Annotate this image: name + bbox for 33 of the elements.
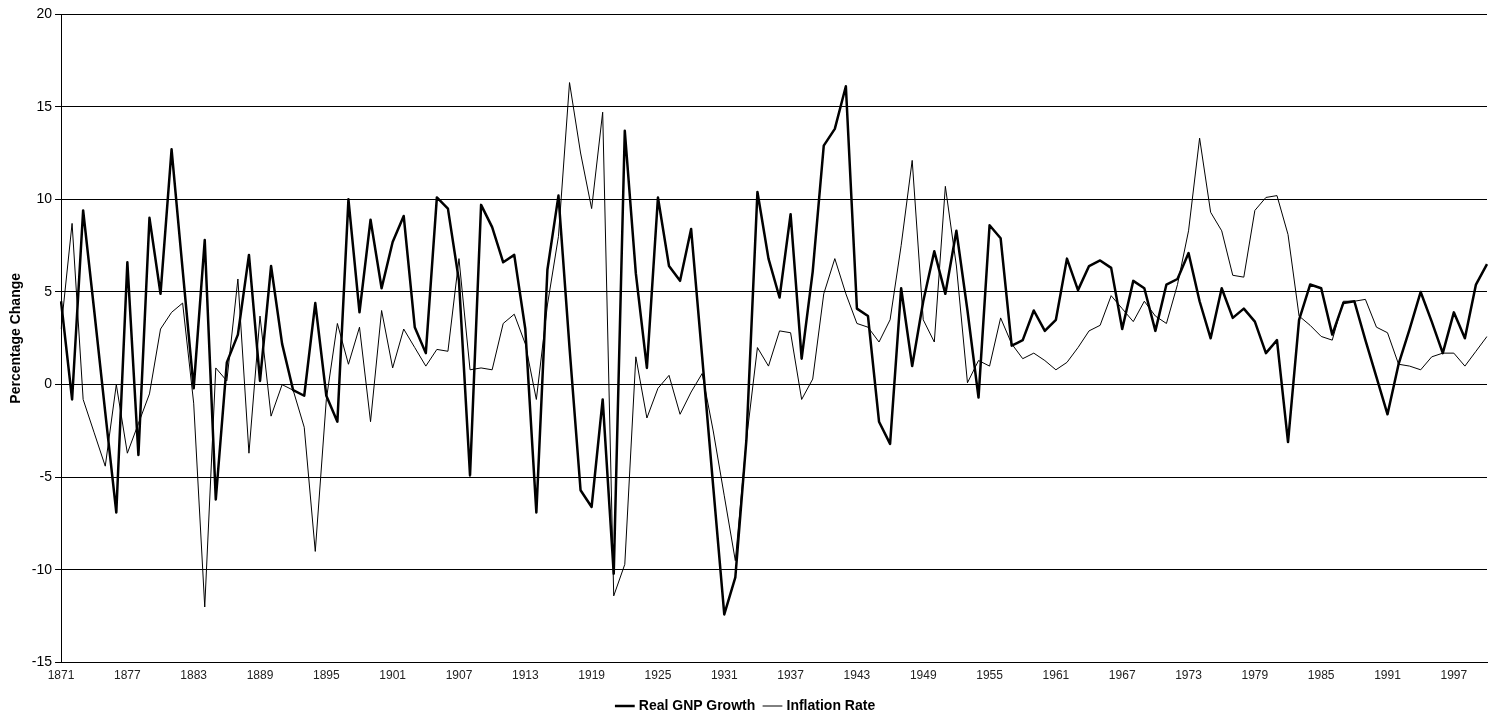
x-tick-label: 1943 (843, 668, 871, 683)
x-tick-label: 1979 (1241, 668, 1269, 683)
y-tick-label: 15 (36, 97, 53, 114)
y-tick-label: -15 (31, 653, 53, 670)
x-tick-label: 1937 (777, 668, 805, 683)
x-tick-label: 1889 (246, 668, 274, 683)
x-tick-label: 1925 (644, 668, 672, 683)
x-tick-label: 1907 (445, 668, 473, 683)
x-tick-label: 1949 (909, 668, 937, 683)
x-tick-label: 1967 (1108, 668, 1136, 683)
x-tick-label: 1871 (47, 668, 75, 683)
x-tick-label: 1955 (976, 668, 1004, 683)
y-tick-label: 20 (36, 4, 53, 21)
legend-label: Inflation Rate (786, 696, 876, 713)
x-tick-label: 1973 (1175, 668, 1203, 683)
y-axis-title: Percentage Change (7, 272, 24, 404)
x-tick-label: 1961 (1042, 668, 1070, 683)
y-tick-label: -5 (39, 468, 53, 485)
x-tick-label: 1895 (312, 668, 340, 683)
y-tick-label: 0 (44, 375, 53, 392)
x-tick-label: 1901 (379, 668, 407, 683)
x-tick-label: 1877 (114, 668, 142, 683)
y-tick-label: 5 (44, 282, 53, 299)
x-tick-label: 1931 (710, 668, 738, 683)
x-tick-label: 1991 (1374, 668, 1402, 683)
x-tick-label: 1913 (511, 668, 539, 683)
x-tick-label: 1883 (180, 668, 208, 683)
x-tick-label: 1985 (1307, 668, 1335, 683)
x-tick-label: 1997 (1440, 668, 1468, 683)
y-tick-label: -10 (31, 560, 53, 577)
legend-label: Real GNP Growth (638, 696, 756, 713)
y-tick-label: 10 (36, 190, 53, 207)
x-tick-label: 1919 (578, 668, 606, 683)
